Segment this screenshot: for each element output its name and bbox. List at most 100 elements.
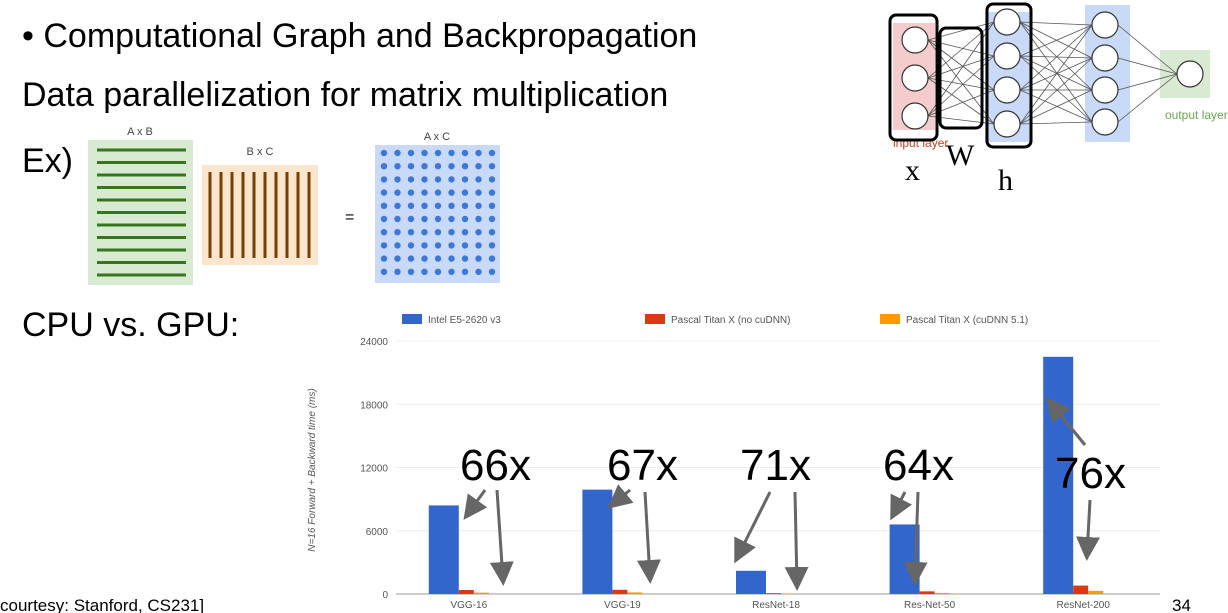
arrow (903, 491, 928, 586)
dot (407, 255, 415, 262)
dot (421, 189, 428, 196)
dot (475, 215, 482, 223)
dot (448, 229, 455, 236)
output-label: output layer (1165, 108, 1228, 122)
dot (421, 255, 428, 262)
highlight-box (985, 2, 1033, 149)
dot (394, 215, 401, 223)
dot (407, 242, 415, 249)
dot (488, 268, 496, 275)
annotation: 71x (740, 441, 811, 490)
arrow (1046, 397, 1087, 446)
annotation: 66x (460, 441, 531, 490)
dot (421, 176, 428, 183)
example-label: Ex) (22, 142, 73, 180)
neuron (901, 102, 929, 130)
dot (407, 189, 415, 196)
dot (475, 242, 482, 249)
dot (475, 202, 482, 209)
matrix-b (202, 165, 318, 265)
bullet: • Computational Graph and Backpropagatio… (22, 17, 697, 55)
edge (1117, 24, 1178, 75)
matrix-diagram: A x B B x C = A x C (88, 126, 500, 285)
dot (434, 176, 442, 183)
dot (488, 202, 496, 209)
dot (448, 268, 455, 275)
dot (448, 242, 455, 249)
legend-label: Pascal Titan X (no cuDNN) (671, 315, 791, 326)
dot (380, 163, 388, 170)
dot (448, 176, 455, 183)
neuron (993, 110, 1021, 138)
dot (434, 229, 442, 236)
neuron (993, 42, 1021, 70)
dot (448, 215, 455, 223)
dot (461, 202, 469, 209)
legend-swatch (402, 314, 422, 324)
dot (461, 149, 469, 157)
dot (380, 229, 388, 236)
y-tick-label: 0 (382, 590, 388, 601)
arrow (607, 484, 634, 509)
dot (421, 163, 428, 170)
y-tick-label: 6000 (366, 527, 389, 538)
heading: Data parallelization for matrix multipli… (22, 76, 668, 114)
dot (407, 202, 415, 209)
matrix-c-label: A x C (424, 131, 450, 143)
dot (448, 149, 455, 157)
dot (434, 215, 442, 223)
bar (766, 593, 781, 594)
dot (407, 163, 415, 170)
dot (434, 242, 442, 249)
dot (394, 229, 401, 236)
bar (627, 592, 643, 594)
dot (475, 176, 482, 183)
dot (488, 176, 496, 183)
dot (461, 255, 469, 262)
footer: courtesy: Stanford, CS231] (0, 596, 204, 613)
dot (475, 268, 482, 275)
bar (934, 592, 950, 594)
dot (421, 202, 428, 209)
dot (448, 189, 455, 196)
dot (461, 215, 469, 223)
matrix-b-label: B x C (247, 146, 274, 158)
neuron (1091, 11, 1119, 39)
dot (407, 149, 415, 157)
dot (394, 149, 401, 157)
dot (488, 163, 496, 170)
highlight-box (888, 13, 939, 142)
bar (473, 592, 489, 594)
dot (380, 255, 388, 262)
dot (434, 149, 442, 157)
y-tick-label: 12000 (360, 464, 388, 475)
dot (488, 242, 496, 249)
dot (380, 202, 388, 209)
dot (394, 242, 401, 249)
dot (461, 268, 469, 275)
dot (461, 176, 469, 183)
x-label: x (905, 154, 920, 187)
dot (407, 215, 415, 223)
neuron (993, 8, 1021, 36)
arrow (463, 489, 488, 520)
y-tick-label: 18000 (360, 400, 388, 411)
w-label: W (946, 139, 975, 172)
bar (458, 589, 474, 594)
x-tick-label: ResNet-200 (1057, 600, 1111, 611)
neuron (993, 76, 1021, 104)
arrow (734, 491, 772, 564)
bar (582, 489, 613, 594)
bar (1088, 590, 1104, 594)
dot (434, 202, 442, 209)
bar (1073, 585, 1089, 594)
matrix-a-label: A x B (127, 126, 153, 138)
neuron (1091, 44, 1119, 72)
dot (421, 229, 428, 236)
dot (421, 268, 428, 275)
dot (488, 255, 496, 262)
dot (394, 202, 401, 209)
neuron (1176, 60, 1204, 88)
dot (434, 255, 442, 262)
dot (380, 215, 388, 223)
